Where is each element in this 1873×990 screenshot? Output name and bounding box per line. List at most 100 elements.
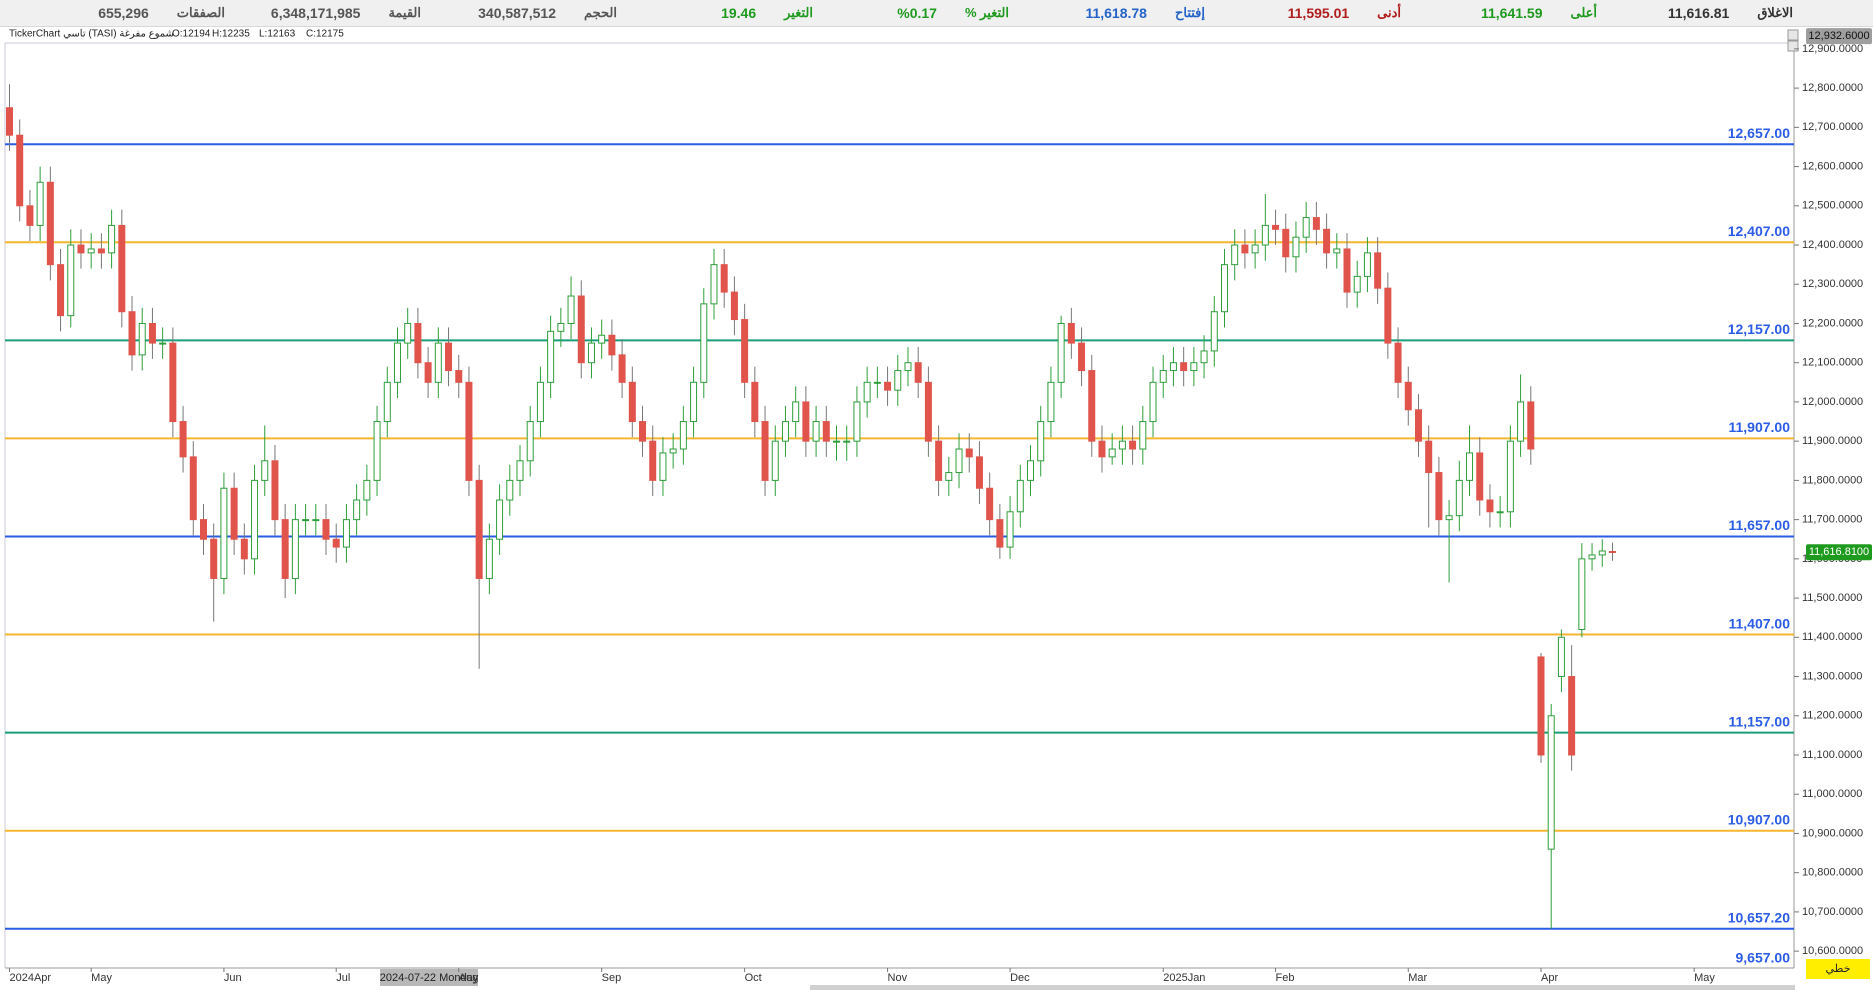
candle-body	[128, 311, 136, 356]
candle-body	[1486, 499, 1494, 513]
candle-body	[302, 519, 310, 522]
candle-body	[935, 440, 943, 481]
y-tick-label: 10,600.0000	[1802, 945, 1863, 957]
info-open: O:12194	[172, 29, 211, 40]
y-tick-label: 12,600.0000	[1802, 160, 1863, 172]
candle-body	[1404, 381, 1412, 411]
candle-body	[332, 538, 340, 548]
y-tick-label: 12,300.0000	[1802, 278, 1863, 290]
y-tick-label: 11,300.0000	[1802, 670, 1862, 682]
mode-box[interactable]	[1806, 959, 1870, 979]
quote-value: 340,587,512	[478, 5, 556, 21]
quote-label: أعلى	[1570, 5, 1597, 20]
chart-background	[0, 28, 1873, 990]
candle-body	[485, 538, 493, 579]
mode-label[interactable]: خطي	[1826, 963, 1851, 975]
y-tick-label: 11,900.0000	[1802, 435, 1862, 447]
x-tick-label: Dec	[1010, 972, 1030, 984]
candle-body	[36, 181, 44, 226]
candle-body	[1129, 440, 1137, 450]
candle-body	[169, 342, 177, 423]
y-tick-label: 12,700.0000	[1802, 121, 1863, 133]
candle-body	[822, 421, 830, 442]
candle-body	[587, 342, 595, 364]
candle-body	[1598, 550, 1606, 556]
candle-body	[424, 362, 432, 383]
candle-body	[445, 342, 453, 372]
candle-body	[16, 134, 24, 207]
quote-label: الاغلاق	[1757, 5, 1793, 20]
candle-body	[975, 456, 983, 489]
candle-body	[1047, 381, 1055, 423]
zoom-out-button[interactable]	[1787, 40, 1799, 52]
level-label: 12,657.00	[1728, 125, 1790, 141]
quote-header: الاغلاق 11,616.81 أعلى 11,641.59 أدنى 11,595.…	[0, 0, 1873, 27]
candle-body	[1231, 244, 1239, 266]
crosshair-label: 2024-07-22 Monday	[380, 972, 479, 984]
candle-body	[26, 205, 34, 226]
candle-body	[1568, 676, 1576, 756]
candle-body	[945, 472, 953, 481]
candle-body	[904, 362, 912, 372]
candle-body	[618, 354, 626, 383]
candle-body	[1608, 550, 1616, 553]
level-label: 12,157.00	[1728, 321, 1790, 337]
candle-body	[1149, 381, 1157, 423]
candle-body	[230, 487, 238, 540]
x-tick-label: Nov	[888, 972, 908, 984]
candle-body	[496, 499, 504, 540]
candle-body	[414, 322, 422, 364]
candle-body	[291, 519, 299, 579]
candle-body	[1057, 322, 1065, 383]
candle-body	[761, 421, 769, 481]
level-label: 10,657.20	[1728, 909, 1790, 925]
quote-value: 11,641.59	[1480, 5, 1543, 21]
candle-body	[220, 487, 228, 579]
candle-body	[863, 381, 871, 403]
candle-body	[322, 519, 330, 540]
candle-body	[1261, 224, 1269, 246]
candle-body	[730, 291, 738, 321]
top-price-label: 12,932.6000	[1808, 30, 1869, 42]
x-tick-label: Aug	[459, 972, 479, 984]
candle-body	[240, 538, 248, 560]
quote-item: الصفقات 655,296	[29, 0, 225, 26]
y-tick-label: 12,000.0000	[1802, 396, 1863, 408]
candle-body	[77, 244, 85, 254]
y-tick-label: 11,000.0000	[1802, 788, 1862, 800]
candle-body	[1537, 656, 1545, 756]
candle-body	[516, 460, 524, 481]
candle-body	[189, 456, 197, 521]
zoom-in-button[interactable]	[1787, 29, 1799, 41]
candle-body	[271, 460, 279, 521]
quote-item: التغير 19.46	[617, 0, 813, 26]
quote-value: 655,296	[98, 5, 149, 21]
candle-body	[1078, 342, 1086, 372]
info-close: C:12175	[306, 29, 344, 40]
quote-label: الحجم	[583, 5, 617, 20]
candle-body	[67, 244, 75, 317]
candle-body	[986, 487, 994, 521]
candle-body	[649, 440, 657, 481]
candle-body	[1067, 322, 1075, 344]
candle-body	[434, 342, 442, 383]
candle-body	[1353, 275, 1361, 293]
quote-item: إفتتاح 11,618.78	[1009, 0, 1205, 26]
candle-body	[639, 421, 647, 442]
y-tick-label: 11,800.0000	[1802, 474, 1862, 486]
candle-body	[1118, 440, 1126, 450]
candle-body	[720, 264, 728, 293]
x-tick-label: Sep	[602, 972, 622, 984]
quote-item: أدنى 11,595.01	[1205, 0, 1401, 26]
candle-body	[1435, 472, 1443, 521]
candle-body	[577, 295, 585, 364]
y-tick-label: 12,200.0000	[1802, 317, 1863, 329]
level-label: 10,907.00	[1728, 811, 1790, 827]
last-price-label: 11,616.8100	[1809, 546, 1869, 558]
candle-body	[506, 479, 514, 501]
candle-body	[1323, 228, 1331, 254]
candle-body	[1445, 515, 1453, 521]
x-tick-label: 2024Apr	[10, 972, 52, 984]
scrollbar[interactable]	[810, 985, 1795, 990]
candle-body	[1547, 715, 1555, 850]
